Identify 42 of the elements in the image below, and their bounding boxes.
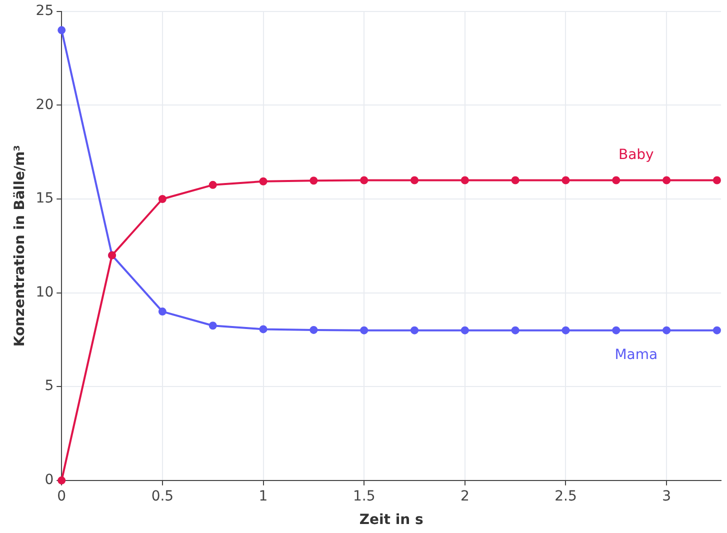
point: [511, 326, 520, 334]
y-tick-label: 5: [44, 378, 54, 394]
point: [310, 326, 318, 334]
point: [158, 195, 166, 203]
point: [208, 180, 217, 189]
y-tick-label: 0: [44, 472, 54, 488]
point: [662, 176, 671, 184]
point: [712, 326, 721, 334]
point: [612, 176, 620, 184]
x-tick-label: 0: [57, 488, 66, 504]
x-tick-label: 1: [258, 488, 268, 504]
y-tick-label: 25: [36, 3, 54, 20]
point: [360, 176, 368, 184]
point: [58, 26, 66, 34]
point: [511, 176, 520, 184]
series-label: Baby: [618, 146, 654, 163]
series-label: Mama: [614, 346, 658, 363]
y-tick-label: 20: [36, 96, 54, 113]
point: [259, 177, 268, 186]
point: [208, 322, 217, 330]
point: [460, 326, 469, 334]
point: [360, 326, 368, 334]
point: [662, 326, 671, 334]
y-tick-label: 15: [36, 190, 54, 207]
point: [158, 308, 166, 316]
point: [460, 176, 469, 184]
point: [410, 176, 418, 184]
point: [310, 176, 318, 185]
y-axis-title: Konzentration in Bälle/m³: [12, 145, 28, 347]
point: [712, 176, 721, 184]
point: [259, 325, 268, 334]
point: [562, 176, 570, 184]
x-tick-label: 2: [460, 488, 470, 504]
x-tick-label: 0.5: [151, 488, 174, 504]
point: [410, 326, 418, 334]
x-tick-label: 2.5: [554, 488, 577, 504]
point: [612, 326, 620, 334]
x-axis-title: Zeit in s: [359, 512, 424, 528]
x-tick-label: 1.5: [352, 488, 376, 504]
x-tick-label: 3: [662, 488, 672, 504]
y-tick-label: 10: [36, 284, 54, 300]
point: [562, 326, 570, 334]
